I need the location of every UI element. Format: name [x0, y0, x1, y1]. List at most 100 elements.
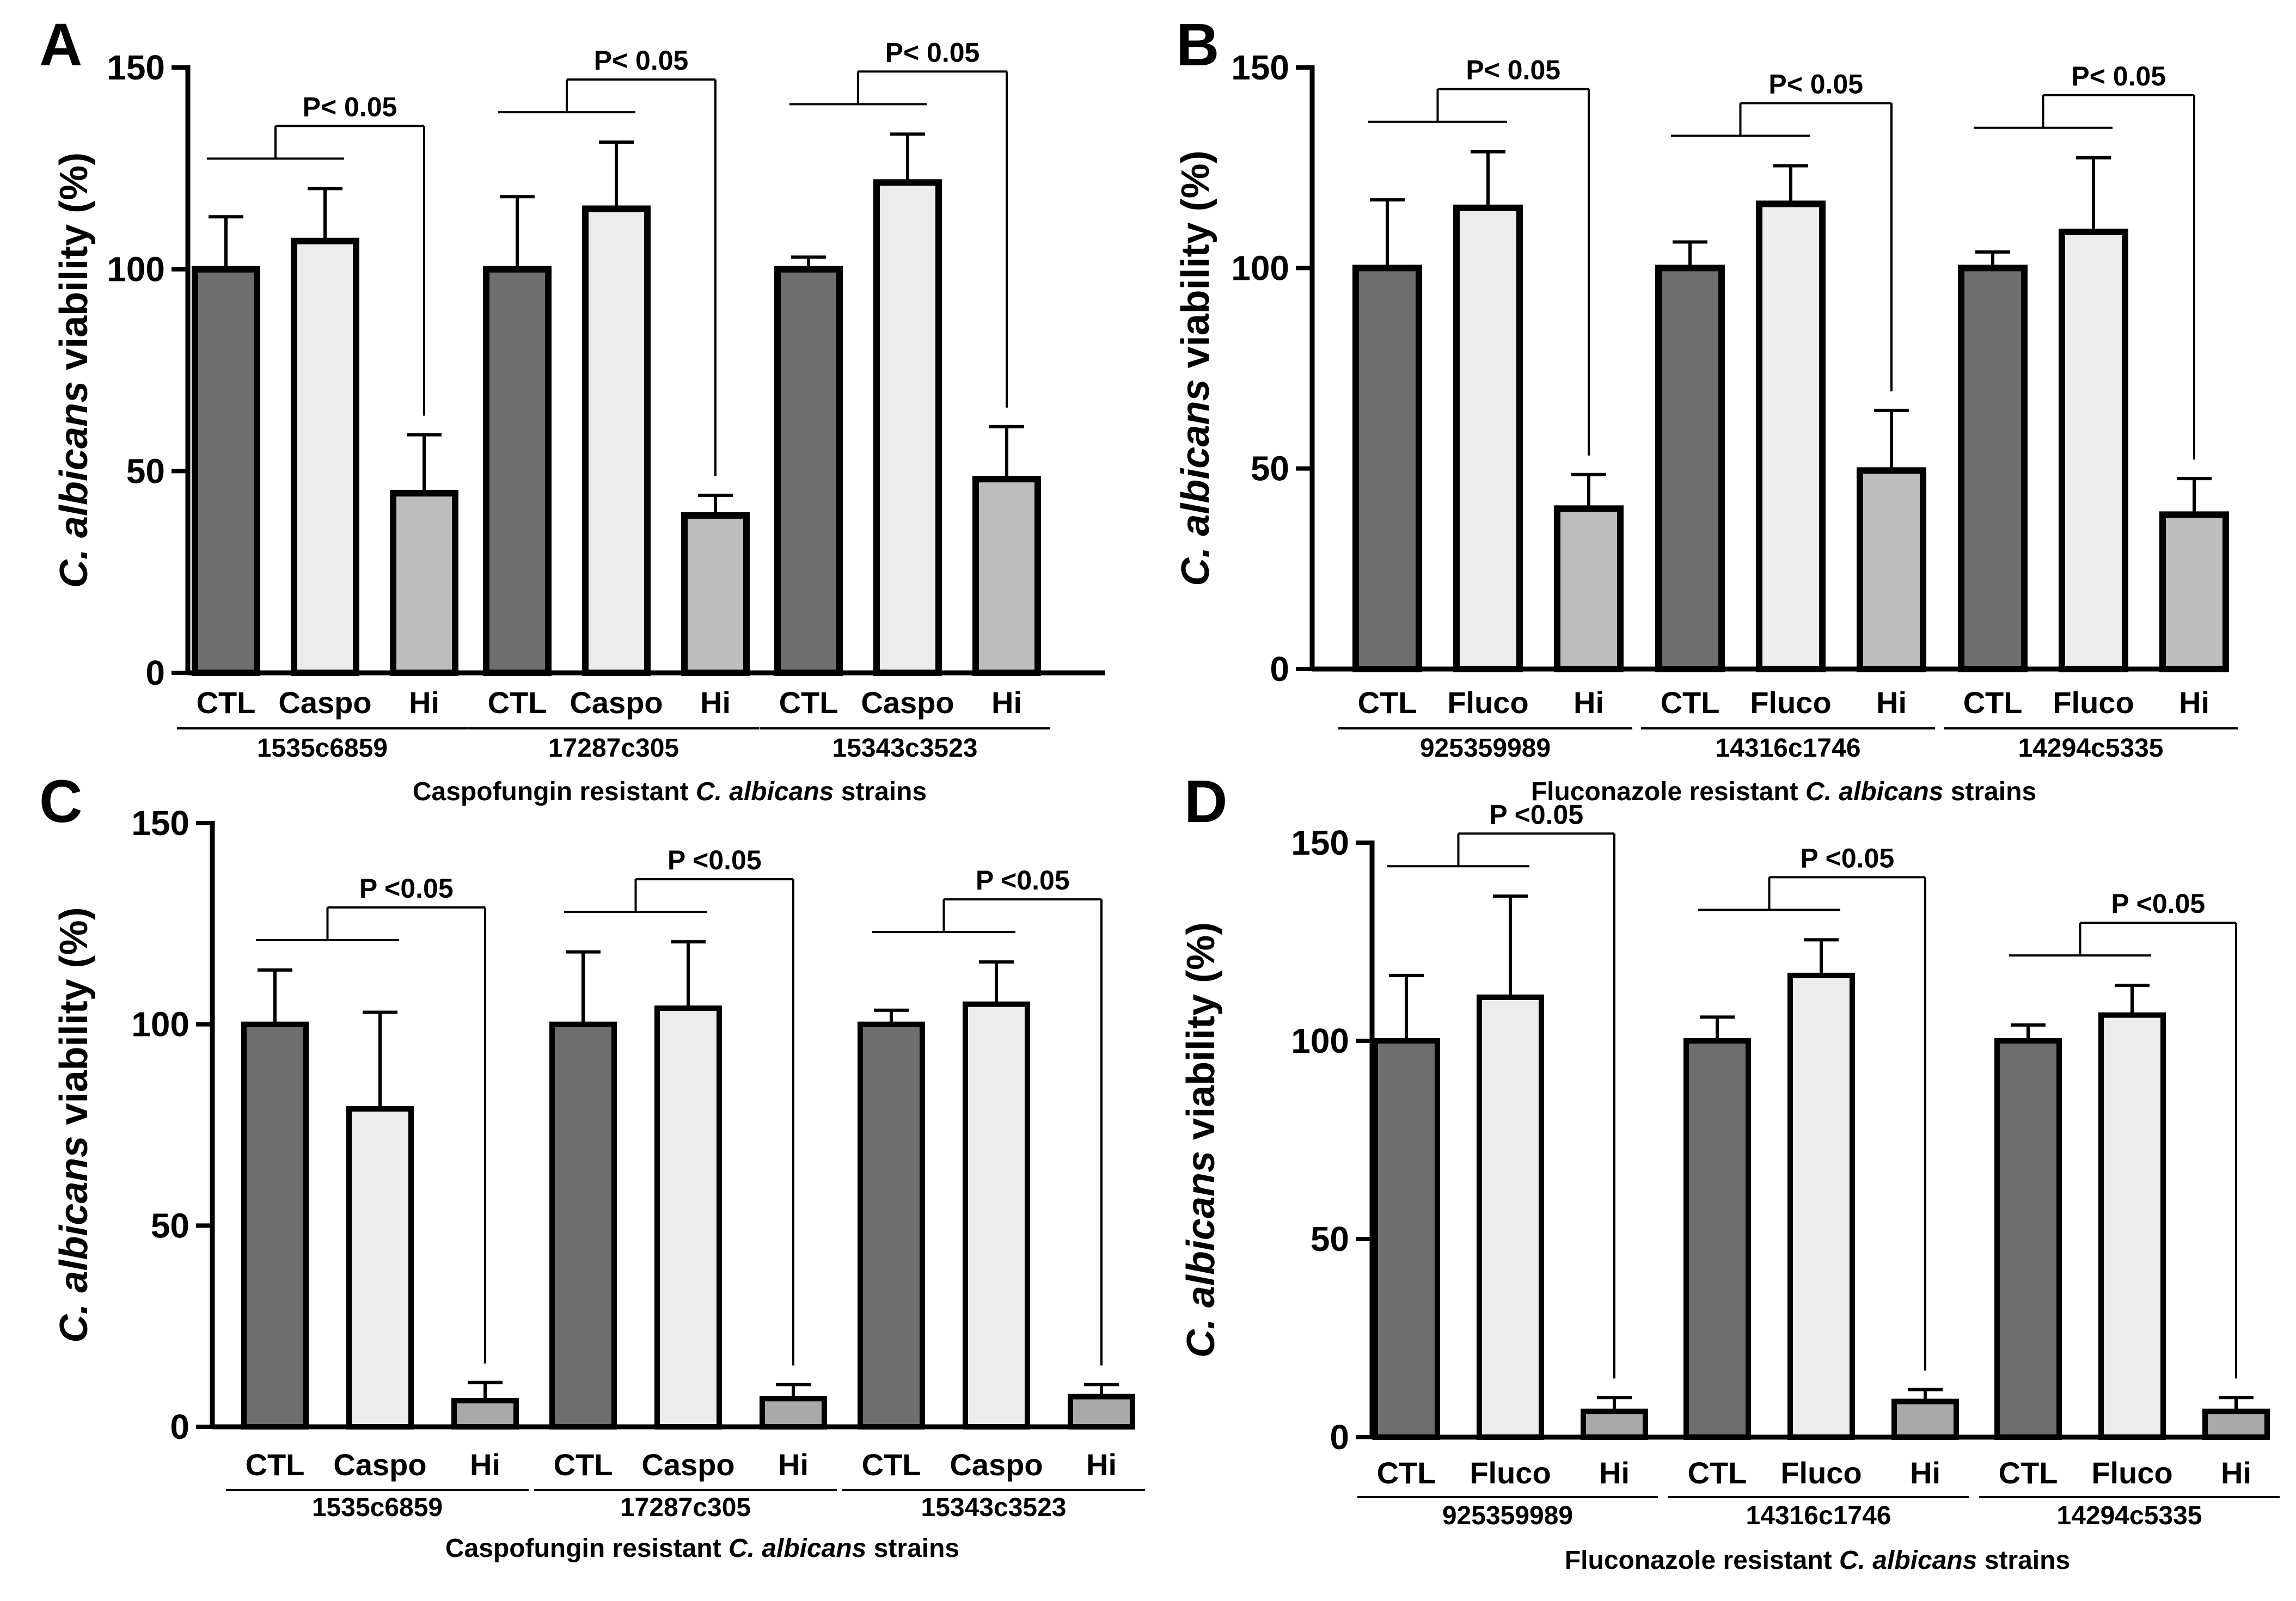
panel-c-strain-label: 17287c305: [620, 1493, 751, 1522]
panel-b-p-value: P< 0.05: [2071, 61, 2166, 91]
panel-c-category-label: Hi: [470, 1447, 500, 1482]
panel-c-bar: [549, 1021, 617, 1430]
panel-d-y-axis-title: C. albicans viability (%): [1179, 922, 1223, 1358]
panel-d-category-label: Fluco: [1470, 1456, 1551, 1490]
panel-d-category-label: CTL: [1999, 1456, 2058, 1490]
panel-a-category-label: Caspo: [278, 685, 371, 720]
panel-b-y-tick-label: 100: [1231, 248, 1289, 287]
panel-c-category-label: CTL: [862, 1447, 921, 1482]
panel-c-strain-label: 15343c3523: [921, 1493, 1067, 1522]
panel-b-y-tick-label: 50: [1251, 449, 1289, 488]
panel-d-p-value: P <0.05: [1489, 799, 1583, 830]
panel-c-category-label: Caspo: [333, 1447, 426, 1482]
panel-a-y-tick-label: 0: [145, 653, 165, 692]
panel-a-strain-label: 17287c305: [548, 734, 679, 763]
panel-b-p-value: P< 0.05: [1768, 69, 1863, 99]
panel-d-y-tick-label: 0: [1330, 1418, 1349, 1457]
panel-d-category-label: Hi: [2221, 1456, 2251, 1490]
panel-d-strain-label: 925359989: [1442, 1501, 1573, 1530]
panel-a-category-label: Hi: [700, 685, 731, 720]
panel-d-bar: [1891, 1398, 1959, 1440]
panel-a-bar: [873, 179, 942, 676]
panel-b-label: B: [1176, 11, 1219, 78]
panel-a-strain-label: 1535c6859: [257, 734, 388, 763]
panel-d-y-tick-label: 100: [1291, 1021, 1349, 1060]
panel-d-bar: [1787, 972, 1855, 1440]
panel-d-category-label: Hi: [1910, 1456, 1940, 1490]
panel-b-strain-label: 14316c1746: [1716, 734, 1861, 763]
panel-a-bar: [390, 490, 458, 677]
panel-d-p-value: P <0.05: [2111, 888, 2205, 919]
panel-d-label: D: [1184, 768, 1227, 835]
panel-d-bar: [1994, 1038, 2062, 1440]
panel-d-strain-label: 14316c1746: [1746, 1501, 1891, 1530]
panel-c-category-label: Hi: [1086, 1447, 1117, 1482]
panel-c-p-value: P <0.05: [668, 845, 762, 875]
panel-b-category-label: Hi: [1876, 685, 1907, 720]
panel-a-bar: [192, 266, 260, 676]
panel-d-bar: [1581, 1408, 1648, 1440]
panel-a-p-value: P< 0.05: [594, 45, 689, 76]
panel-a-category-label: CTL: [779, 685, 838, 720]
panel-b-p-value: P< 0.05: [1466, 55, 1560, 85]
panel-a-category-label: CTL: [197, 685, 256, 720]
panel-a-category-label: Hi: [991, 685, 1022, 720]
panel-c-y-tick-label: 50: [151, 1206, 189, 1245]
panel-b-y-tick-label: 0: [1270, 649, 1289, 689]
panel-c-x-axis-title: Caspofungin resistant C. albicans strain…: [445, 1534, 959, 1563]
panel-a-bar: [582, 205, 651, 676]
panel-d-category-label: CTL: [1377, 1456, 1436, 1490]
panel-d-category-label: Fluco: [2091, 1456, 2172, 1490]
panel-c-bar: [858, 1021, 925, 1430]
panel-c-p-value: P <0.05: [976, 865, 1070, 895]
panel-b-x-axis-title: Fluconazole resistant C. albicans strain…: [1531, 777, 2036, 806]
panel-b-bar: [1857, 467, 1926, 672]
panel-b-bar: [1453, 204, 1523, 673]
panel-a-label: A: [39, 11, 82, 78]
panel-d-bar: [1373, 1038, 1440, 1440]
panel-c-bar: [451, 1397, 519, 1430]
panel-d-category-label: Fluco: [1780, 1456, 1862, 1490]
panel-b-category-label: Fluco: [2053, 685, 2134, 720]
panel-c-bar: [760, 1396, 827, 1430]
panel-a-category-label: Caspo: [570, 685, 663, 720]
panel-c-y-tick-label: 100: [131, 1005, 189, 1044]
panel-b-y-axis-title: C. albicans viability (%): [1174, 150, 1217, 586]
panel-c-p-value: P <0.05: [359, 873, 454, 904]
panel-d-bar: [2202, 1408, 2270, 1440]
panel-a-y-tick-label: 100: [107, 250, 165, 289]
panel-b-category-label: CTL: [1661, 685, 1720, 720]
panel-d-y-tick-label: 50: [1311, 1219, 1349, 1259]
panel-c-category-label: Caspo: [950, 1447, 1043, 1482]
panel-d-x-axis-title: Fluconazole resistant C. albicans strain…: [1565, 1546, 2070, 1575]
panel-d-category-label: Hi: [1599, 1456, 1630, 1490]
panel-b-bar: [1958, 265, 2028, 673]
panel-c-y-tick-label: 150: [131, 803, 189, 843]
panel-c-y-tick-label: 0: [170, 1407, 189, 1446]
panel-c-y-axis-title: C. albicans viability (%): [52, 907, 96, 1342]
panel-b-strain-label: 14294c5335: [2018, 734, 2164, 763]
panel-a-bar: [291, 237, 359, 677]
panel-a-y-tick-label: 50: [126, 451, 165, 490]
panel-b-category-label: Fluco: [1750, 685, 1831, 720]
panel-c-category-label: Caspo: [641, 1447, 734, 1482]
panel-a-category-label: CTL: [488, 685, 547, 720]
panel-b-category-label: CTL: [1358, 685, 1417, 720]
panel-a-bar: [681, 512, 750, 676]
panel-b-bar: [2159, 511, 2229, 673]
panel-c-category-label: Hi: [778, 1447, 809, 1482]
panel-b-bar: [1756, 200, 1826, 672]
panel-c-strain-label: 1535c6859: [312, 1493, 443, 1522]
panel-c-category-label: CTL: [554, 1447, 613, 1482]
panel-d-strain-label: 14294c5335: [2057, 1501, 2202, 1530]
panel-a-strain-label: 15343c3523: [832, 734, 978, 763]
panel-c-bar: [654, 1005, 722, 1430]
panel-d-y-tick-label: 150: [1291, 823, 1349, 862]
panel-b-category-label: CTL: [1963, 685, 2023, 720]
panel-c-bar: [241, 1021, 309, 1430]
panel-d-category-label: CTL: [1688, 1456, 1747, 1490]
panel-b-bar: [1352, 265, 1422, 673]
panel-b-category-label: Hi: [2179, 685, 2209, 720]
panel-b-category-label: Fluco: [1447, 685, 1528, 720]
